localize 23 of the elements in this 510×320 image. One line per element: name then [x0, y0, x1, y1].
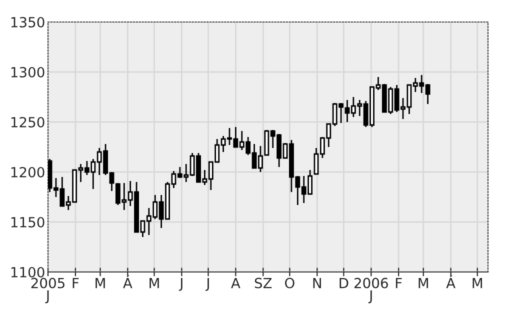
x-tick-label: D	[340, 278, 348, 288]
x-tick-label: F	[396, 278, 402, 288]
x-tick-label: O	[285, 278, 294, 288]
x-tick-label: J	[205, 278, 209, 291]
y-tick-label: 1200	[11, 166, 44, 178]
x-tick-label: N	[313, 278, 321, 288]
x-tick-label: M	[96, 278, 105, 288]
y-tick-label: 1250	[11, 116, 44, 128]
y-tick-label: 1350	[11, 16, 44, 28]
y-tick-label: 1100	[11, 266, 44, 278]
x-tick-label: M	[418, 278, 428, 288]
x-tick-label: Á	[123, 275, 132, 288]
x-tick-label: SZ	[254, 278, 272, 288]
x-tick-label: M	[150, 278, 159, 288]
x-tick-label: J	[178, 278, 182, 291]
x-tick-label: M	[472, 278, 482, 288]
x-tick-label: A	[231, 278, 240, 288]
x-tick-label: 2006 J	[354, 278, 388, 304]
x-tick-label: 2005 J	[31, 278, 64, 304]
x-tick-label: F	[72, 278, 79, 288]
x-tick-label: Á	[446, 275, 456, 288]
y-tick-label: 1300	[11, 66, 44, 78]
y-tick-label: 1150	[11, 216, 44, 228]
